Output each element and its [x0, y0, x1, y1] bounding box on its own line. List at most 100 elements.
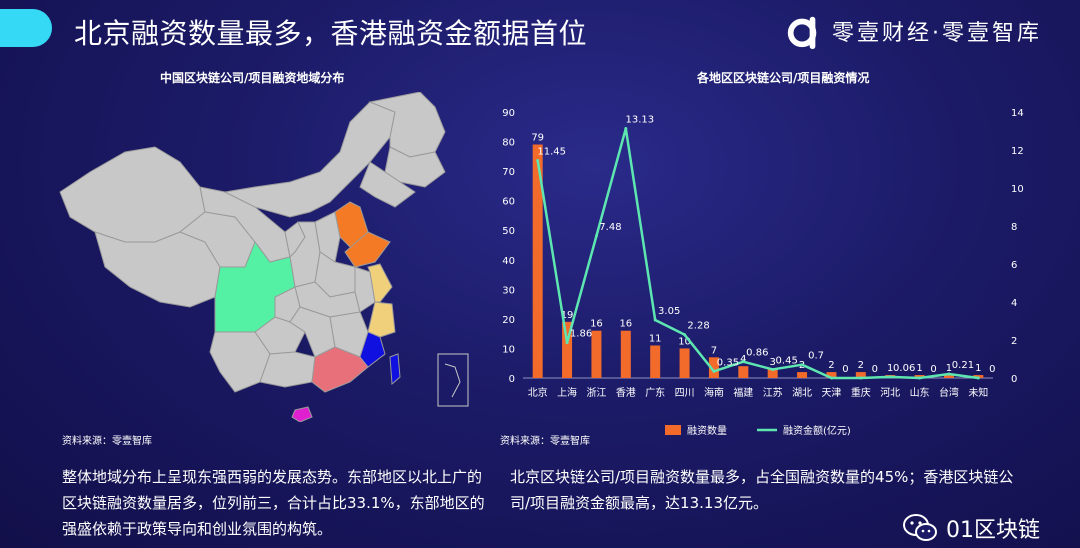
bar — [650, 345, 661, 378]
y-left-tick-label: 80 — [502, 138, 515, 149]
x-tick-label: 天津 — [821, 387, 841, 399]
wechat-account-name: 01区块链 — [946, 518, 1040, 543]
y-left-tick-label: 60 — [502, 197, 515, 208]
map-region-hainan — [291, 406, 313, 422]
header-accent-tab — [0, 9, 52, 47]
line-value-label: 0.45 — [776, 355, 798, 366]
y-left-tick-label: 70 — [502, 167, 515, 178]
bar-value-label: 1 — [916, 363, 922, 374]
map-region-jiangsu — [367, 263, 393, 303]
line-value-label: 7.48 — [599, 222, 621, 233]
brand-name: 零壹财经·零壹智库 — [832, 21, 1042, 46]
x-tick-label: 四川 — [675, 388, 695, 399]
map-region-liaoning — [359, 161, 416, 208]
bar-value-label: 2 — [858, 360, 864, 371]
page-title: 北京融资数量最多，香港融资金额据首位 — [74, 17, 588, 50]
line-point — [594, 234, 598, 238]
bar — [943, 375, 954, 378]
map-summary: 整体地域分布上呈现东强西弱的发展态势。东部地区以北上广的区块链融资数量居多，位列… — [62, 468, 485, 538]
y-left-tick-label: 50 — [502, 226, 515, 237]
y-right-tick-label: 14 — [1011, 108, 1024, 119]
chart-source: 资料来源：零壹智库 — [500, 436, 590, 447]
line-point — [829, 376, 833, 380]
bar — [767, 369, 778, 378]
y-right-tick-label: 12 — [1011, 146, 1024, 157]
x-tick-label: 重庆 — [851, 386, 871, 399]
y-right-tick-label: 8 — [1011, 222, 1017, 233]
bar-value-label: 1 — [975, 363, 981, 374]
line-point — [918, 376, 922, 380]
x-tick-label: 河北 — [880, 387, 900, 399]
map-title: 中国区块链公司/项目融资地域分布 — [160, 71, 345, 85]
line-value-label: 1.86 — [570, 329, 592, 340]
line-point — [771, 367, 775, 371]
financing-chart: 01020304050607080900246810121479北京19上海16… — [502, 108, 1024, 437]
line-point — [800, 363, 804, 367]
line-value-label: 0.86 — [746, 348, 768, 359]
bar-value-label: 3 — [770, 357, 776, 368]
map-region-zhejiang — [367, 301, 396, 338]
line-point — [683, 333, 687, 337]
map-region-xinjiang — [59, 146, 206, 243]
bar-value-label: 16 — [619, 319, 632, 330]
x-tick-label: 浙江 — [586, 387, 606, 399]
bar-value-label: 11 — [649, 333, 662, 344]
x-tick-label: 北京 — [528, 386, 548, 399]
x-tick-label: 山东 — [910, 386, 930, 399]
line-point — [536, 158, 540, 162]
line-point — [947, 372, 951, 376]
line-value-label: 0.21 — [952, 360, 974, 371]
line-point — [859, 376, 863, 380]
map-region-inner-mongolia — [223, 101, 396, 218]
brand: 零壹财经·零壹智库 — [784, 12, 1042, 50]
map-source: 资料来源：零壹智库 — [62, 436, 152, 447]
legend-swatch-bar — [665, 425, 681, 435]
bar-value-label: 4 — [740, 354, 746, 365]
line-point — [653, 318, 657, 322]
y-left-tick-label: 10 — [502, 344, 515, 355]
line-point — [888, 375, 892, 379]
y-left-tick-label: 90 — [502, 108, 515, 119]
line-value-label: 0.06 — [893, 363, 915, 374]
y-right-tick-label: 6 — [1011, 260, 1017, 271]
alpha-logo-icon — [787, 16, 817, 50]
map-region-yunnan — [209, 331, 271, 393]
bar-value-label: 7 — [711, 345, 717, 356]
bar — [708, 357, 719, 378]
line-point — [712, 369, 716, 373]
y-right-tick-label: 10 — [1011, 184, 1024, 195]
y-left-tick-label: 20 — [502, 315, 515, 326]
map-region-tibet — [94, 231, 221, 308]
map-region-taiwan — [389, 353, 401, 386]
bar — [679, 348, 690, 378]
map-region-anhui — [354, 266, 376, 313]
line-value-label: 13.13 — [625, 115, 654, 126]
bar — [797, 372, 808, 378]
bar — [562, 321, 573, 378]
bar-value-label: 1 — [946, 363, 952, 374]
x-tick-label: 台湾 — [939, 386, 959, 399]
bar — [532, 144, 543, 378]
y-left-tick-label: 40 — [502, 256, 515, 267]
line-point — [565, 341, 569, 345]
y-left-tick-label: 30 — [502, 285, 515, 296]
line-value-label: 3.05 — [658, 306, 680, 317]
line-value-label: 0.35 — [717, 357, 739, 368]
chart-title: 各地区区块链公司/项目融资情况 — [697, 71, 870, 85]
y-right-tick-label: 0 — [1011, 374, 1017, 385]
map-region-sichuan — [214, 240, 296, 333]
map-region-shandong — [344, 231, 391, 268]
legend-label-bar: 融资数量 — [687, 424, 727, 437]
line-value-label: 11.45 — [537, 146, 566, 157]
y-right-tick-label: 4 — [1011, 298, 1017, 309]
south-china-sea-inset — [437, 353, 469, 407]
map-region-guangdong — [311, 346, 369, 393]
bar — [620, 330, 631, 378]
y-right-tick-label: 2 — [1011, 336, 1017, 347]
line-series — [536, 127, 979, 380]
line-value-label: 0.7 — [808, 351, 824, 362]
x-tick-label: 香港 — [616, 387, 636, 399]
wechat-icon — [903, 514, 937, 541]
bar — [591, 330, 602, 378]
chart-summary: 北京区块链公司/项目融资数量最多，占全国融资数量的45%；香港区块链公司/项目融… — [510, 468, 1014, 512]
